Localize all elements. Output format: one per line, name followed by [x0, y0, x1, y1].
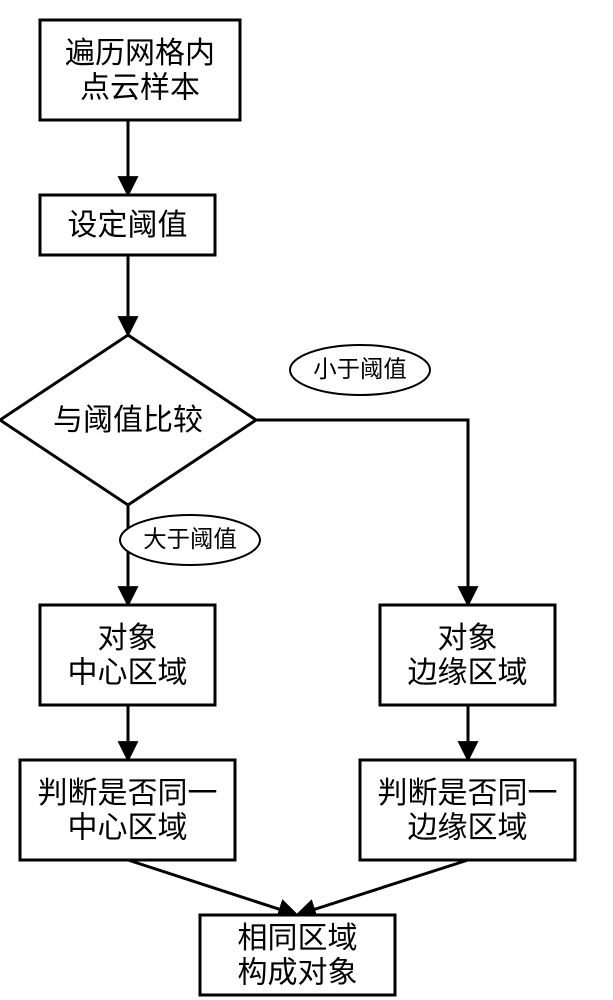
node-n7: 判断是否同一边缘区域: [360, 760, 575, 860]
node-text: 设定阈值: [68, 209, 188, 242]
node-n4: 对象中心区域: [40, 605, 215, 705]
svg-text:大于阈值: 大于阈值: [143, 526, 237, 553]
node-text: 遍历网格内点云样本: [65, 36, 215, 104]
label-l_greater: 大于阈值: [120, 515, 260, 565]
node-n1: 遍历网格内点云样本: [40, 20, 240, 120]
node-n5: 对象边缘区域: [380, 605, 555, 705]
edge-n6-n8: [128, 860, 297, 915]
label-l_less: 小于阈值: [290, 345, 430, 395]
node-n3: 与阈值比较: [0, 335, 256, 505]
edge-n3-n5: [256, 420, 468, 605]
node-text: 相同区域构成对象: [238, 921, 358, 989]
node-n2: 设定阈值: [40, 195, 215, 255]
svg-text:小于阈值: 小于阈值: [313, 356, 407, 383]
node-n6: 判断是否同一中心区域: [20, 760, 235, 860]
edge-n7-n8: [297, 860, 468, 915]
node-n8: 相同区域构成对象: [200, 915, 395, 995]
node-text: 与阈值比较: [53, 404, 203, 437]
